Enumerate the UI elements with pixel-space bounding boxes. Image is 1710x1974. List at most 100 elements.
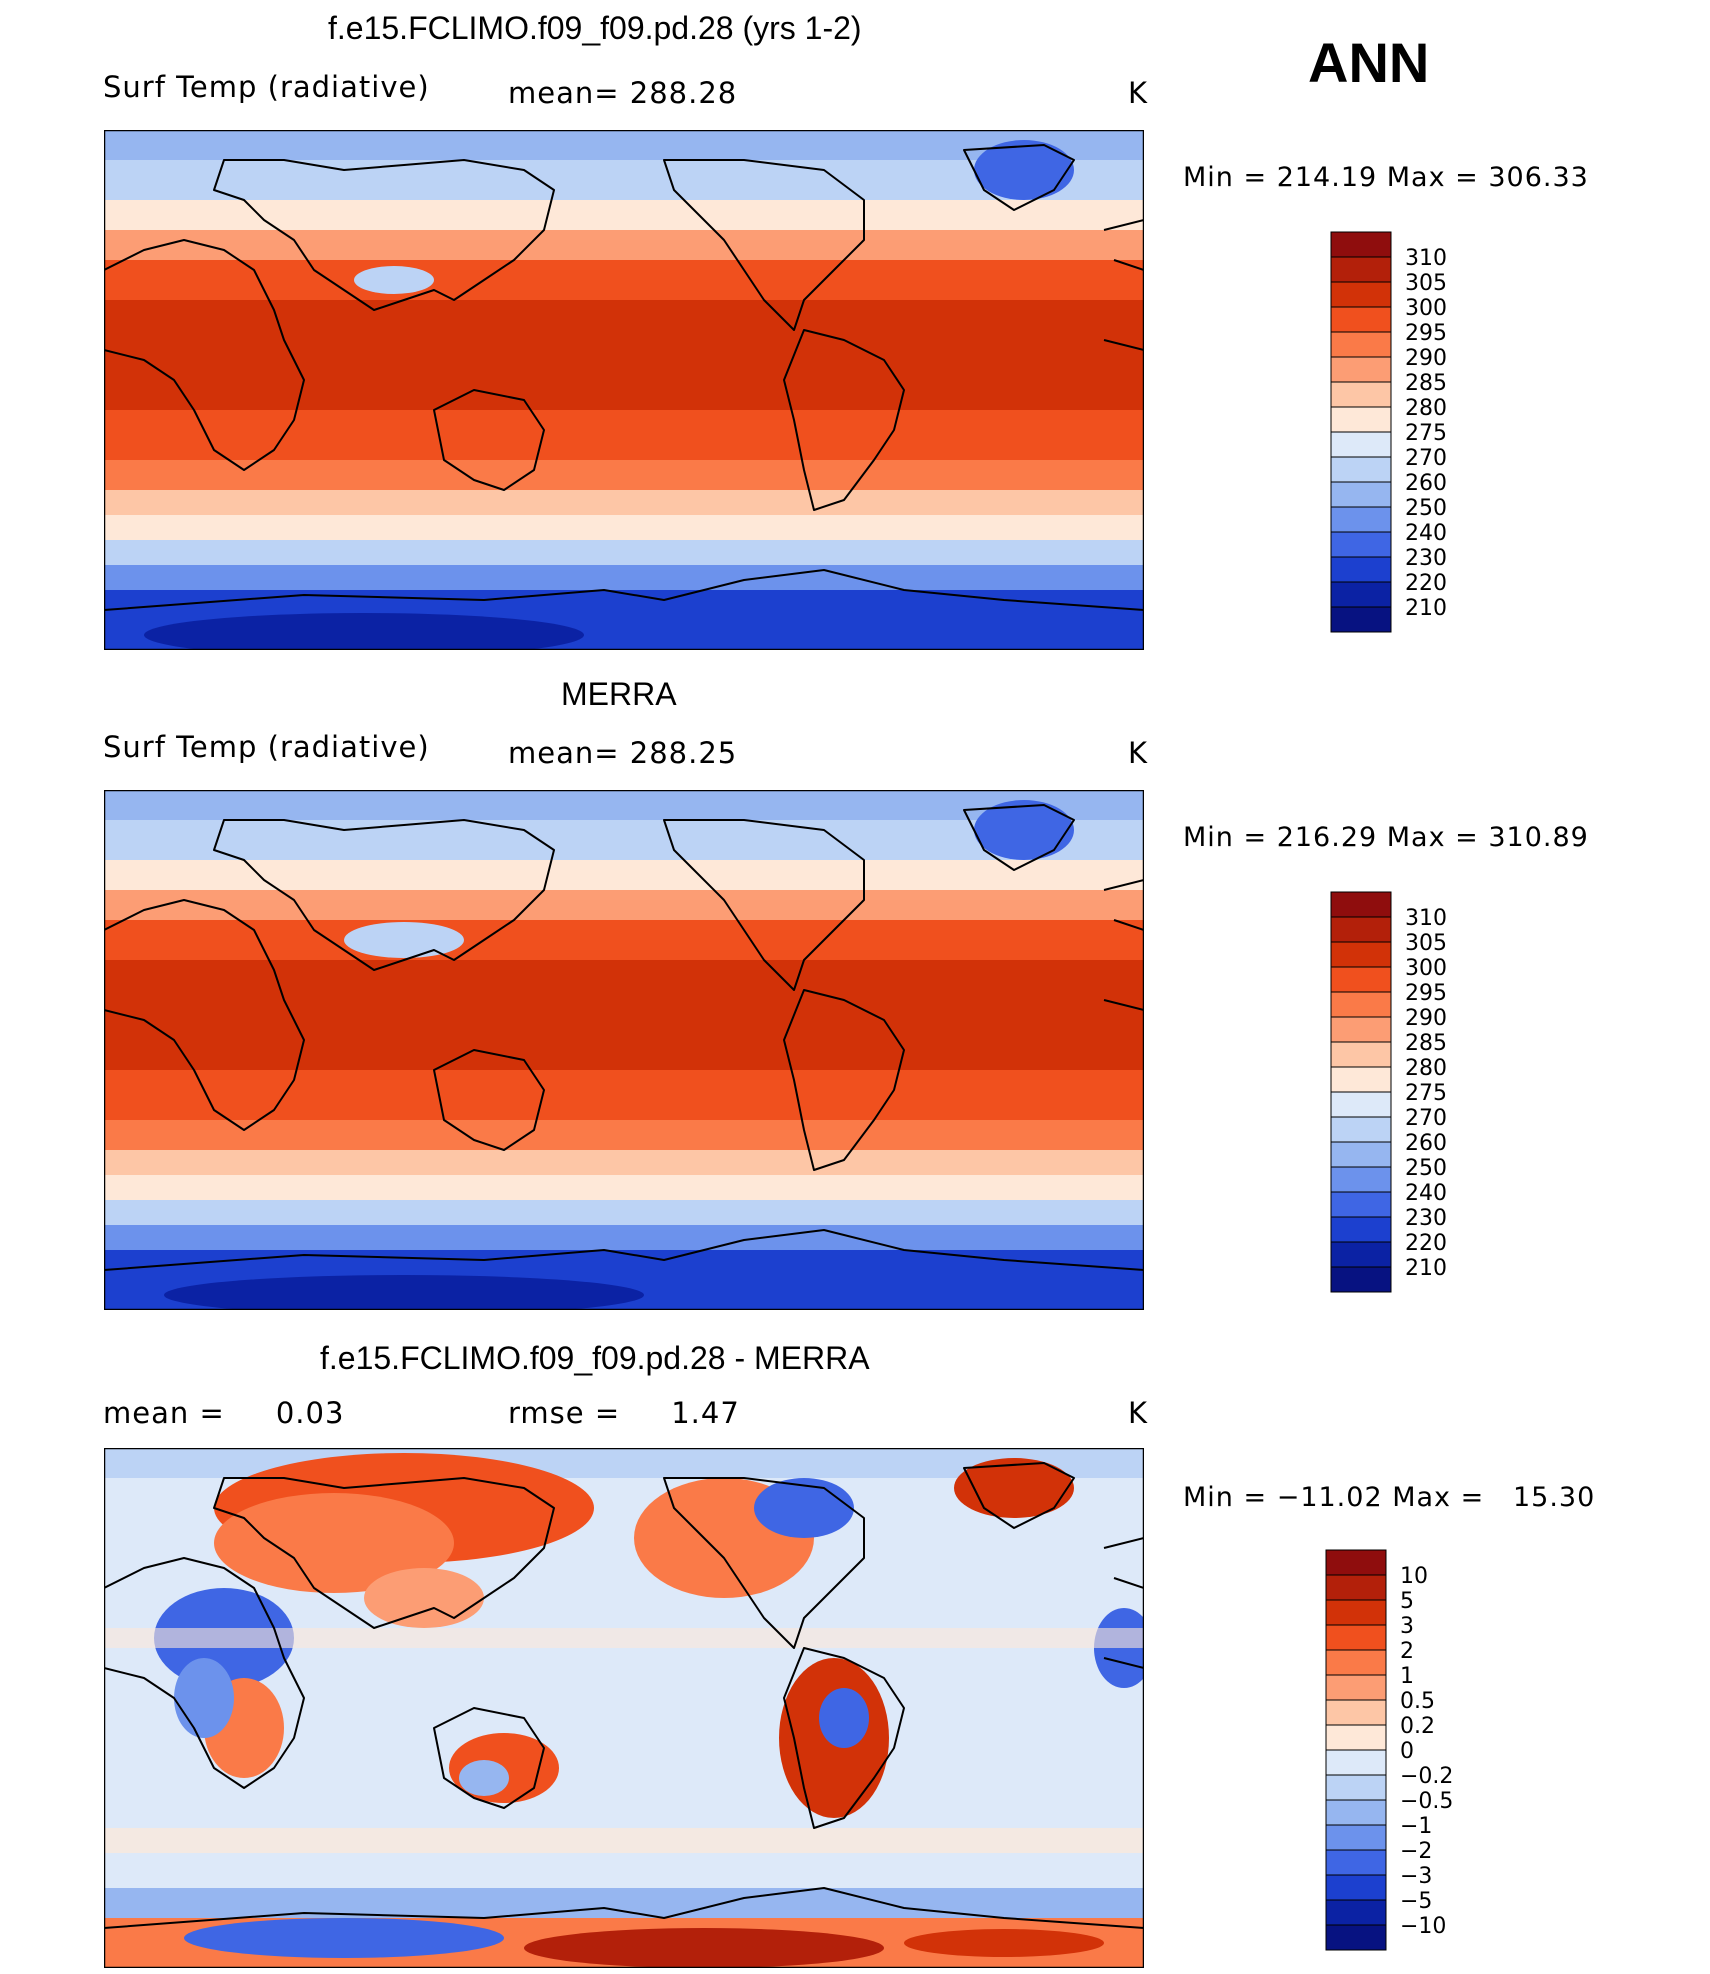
colorbar-box (1330, 506, 1392, 533)
variable-label-model: Surf Temp (radiative) (103, 70, 430, 104)
colorbar-box (1330, 966, 1392, 993)
colorbar-tick-label: 300 (1405, 956, 1447, 981)
colorbar-box (1325, 1574, 1387, 1601)
colorbar-box (1330, 531, 1392, 558)
colorbar-box (1325, 1724, 1387, 1751)
mean-label-obs: mean= 288.25 (508, 736, 738, 770)
colorbar-tick-label: 305 (1405, 931, 1447, 956)
colorbar-tick-label: 0.2 (1400, 1714, 1435, 1739)
colorbar-tick-label: −3 (1400, 1864, 1432, 1889)
zone-polar-north (104, 130, 1144, 160)
colorbar-tick-label: 270 (1405, 1106, 1447, 1131)
zone-subtropic-south (104, 410, 1144, 460)
zone-mid-lat-north-2 (104, 230, 1144, 260)
colorbar-box (1330, 256, 1392, 283)
colorbar-box (1330, 1141, 1392, 1168)
colorbar-box (1330, 331, 1392, 358)
colorbar-box (1325, 1824, 1387, 1851)
colorbar-box (1325, 1899, 1387, 1926)
colorbar-tick-label: −0.5 (1400, 1789, 1453, 1814)
panel-title-model: f.e15.FCLIMO.f09_f09.pd.28 (yrs 1-2) (328, 10, 862, 46)
colorbar-box (1330, 1166, 1392, 1193)
colorbar-box (1325, 1774, 1387, 1801)
colorbar-tick-label: 295 (1405, 321, 1447, 346)
zone-high-lat-north (104, 160, 1144, 200)
colorbar-box (1330, 1216, 1392, 1243)
colorbar-tick-label: 305 (1405, 271, 1447, 296)
season-label: ANN (1308, 31, 1430, 94)
colorbar-tick-label: 10 (1400, 1564, 1428, 1589)
colorbar-box (1330, 456, 1392, 483)
colorbar-tick-label: 5 (1400, 1589, 1414, 1614)
colorbar-tick-label: 230 (1405, 1206, 1447, 1231)
colorbar-box (1330, 606, 1392, 633)
map-model (104, 130, 1144, 650)
colorbar-box (1330, 916, 1392, 943)
colorbar-tick-label: 285 (1405, 371, 1447, 396)
colorbar-tick-label: 240 (1405, 521, 1447, 546)
mean-label-diff: mean = 0.03 (103, 1396, 345, 1430)
colorbar-tick-label: 300 (1405, 296, 1447, 321)
zone-high-lat-south (104, 540, 1144, 565)
panel-title-diff: f.e15.FCLIMO.f09_f09.pd.28 - MERRA (320, 1340, 870, 1376)
colorbar-tick-label: 250 (1405, 1156, 1447, 1181)
colorbar-tick-label: −5 (1400, 1889, 1432, 1914)
colorbar-tick-label: 250 (1405, 496, 1447, 521)
colorbar-tick-label: 310 (1405, 906, 1447, 931)
colorbar-box (1330, 431, 1392, 458)
zone-subpolar-south (104, 565, 1144, 590)
colorbar-tick-label: 3 (1400, 1614, 1414, 1639)
colorbar-box (1330, 1266, 1392, 1293)
colorbar-box (1325, 1849, 1387, 1876)
colorbar-box (1330, 481, 1392, 508)
colorbar-obs: 3103053002952902852802752702602502402302… (1330, 891, 1447, 1293)
panel-title-obs: MERRA (561, 676, 677, 712)
colorbar-tick-label: 290 (1405, 346, 1447, 371)
colorbar-tick-label: −10 (1400, 1914, 1446, 1939)
rmse-label-diff: rmse = 1.47 (508, 1396, 740, 1430)
colorbar-box (1325, 1924, 1387, 1951)
minmax-label-model: Min = 214.19 Max = 306.33 (1183, 162, 1589, 193)
colorbar-tick-label: −2 (1400, 1839, 1432, 1864)
colorbar-tick-label: 275 (1405, 1081, 1447, 1106)
colorbar-tick-label: 280 (1405, 396, 1447, 421)
colorbar-box (1330, 281, 1392, 308)
colorbar-tick-label: 310 (1405, 246, 1447, 271)
variable-label-obs: Surf Temp (radiative) (103, 730, 430, 764)
colorbar-box (1330, 356, 1392, 383)
colorbar-tick-label: 285 (1405, 1031, 1447, 1056)
colorbar-tick-label: 260 (1405, 471, 1447, 496)
colorbar-box (1325, 1549, 1387, 1576)
colorbar-box (1330, 1241, 1392, 1268)
colorbar-tick-label: 240 (1405, 1181, 1447, 1206)
colorbar-box (1330, 1016, 1392, 1043)
colorbar-tick-label: −0.2 (1400, 1764, 1453, 1789)
colorbar-box (1325, 1599, 1387, 1626)
colorbar-tick-label: 270 (1405, 446, 1447, 471)
colorbar-box (1330, 1066, 1392, 1093)
colorbar-tick-label: 2 (1400, 1639, 1414, 1664)
colorbar-box (1325, 1649, 1387, 1676)
mean-label-model: mean= 288.28 (508, 76, 738, 110)
colorbar-box (1330, 231, 1392, 258)
units-label-diff: K (1128, 1396, 1149, 1430)
colorbar-tick-label: −1 (1400, 1814, 1432, 1839)
colorbar-box (1330, 891, 1392, 918)
colorbar-box (1330, 581, 1392, 608)
colorbar-box (1330, 991, 1392, 1018)
map-diff (104, 1448, 1144, 1968)
zone-mid-lat-north-1 (104, 200, 1144, 230)
colorbar-box (1330, 1041, 1392, 1068)
colorbar-tick-label: 0 (1400, 1739, 1414, 1764)
colorbar-box (1325, 1874, 1387, 1901)
tibet-cold (354, 266, 434, 294)
colorbar-box (1330, 306, 1392, 333)
zone-tropics (104, 300, 1144, 410)
colorbar-tick-label: 210 (1405, 596, 1447, 621)
colorbar-tick-label: 290 (1405, 1006, 1447, 1031)
units-label-obs: K (1128, 736, 1149, 770)
colorbar-box (1325, 1699, 1387, 1726)
colorbar-tick-label: 295 (1405, 981, 1447, 1006)
minmax-label-diff: Min = −11.02 Max = 15.30 (1183, 1482, 1596, 1513)
zone-mid-lat-south-1 (104, 460, 1144, 490)
